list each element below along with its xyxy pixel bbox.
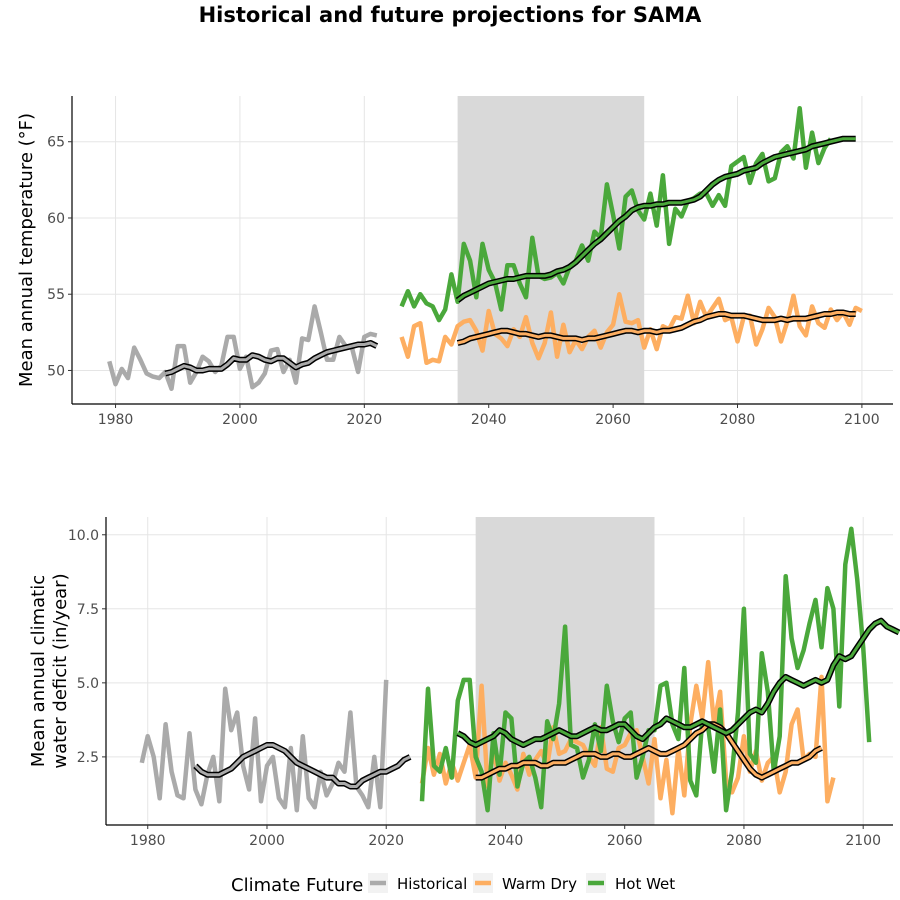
y-tick-label: 65 xyxy=(47,135,65,151)
x-tick-label: 2040 xyxy=(471,412,507,428)
y-tick-label: 10.0 xyxy=(68,528,99,544)
water-deficit-panel: 1980 2000 2020 2040 2060 2080 2100 2.5 5.0 7.5 10.… xyxy=(28,517,900,849)
x-tick-label: 2060 xyxy=(595,412,631,428)
x-tick-label: 2060 xyxy=(607,833,643,849)
y-axis-label-line: Mean annual climatic xyxy=(28,575,49,767)
smooth-line-historical xyxy=(194,743,411,788)
x-tick-label: 2000 xyxy=(249,833,285,849)
y-tick-label: 50 xyxy=(47,363,65,379)
x-tick-label: 2080 xyxy=(726,833,762,849)
smooth-line-historical xyxy=(164,341,378,375)
central-period-band xyxy=(457,96,645,404)
temperature-panel: 1980 2000 2020 2040 2060 2080 2100 50 55 60 65 Mean… xyxy=(16,96,893,428)
y-tick-label: 5.0 xyxy=(77,676,99,692)
page-title: Historical and future projections for SA… xyxy=(198,3,702,27)
y-tick-label: 55 xyxy=(47,287,65,303)
x-tick-label: 2020 xyxy=(368,833,404,849)
y-tick-label: 2.5 xyxy=(77,750,99,766)
x-tick-label: 2020 xyxy=(347,412,383,428)
smooth-line-hot-wet xyxy=(456,137,856,302)
x-tick-label: 2080 xyxy=(720,412,756,428)
x-tick-label: 1980 xyxy=(130,833,166,849)
smooth-line-warm-dry xyxy=(457,311,856,345)
smooth-line-warm-dry xyxy=(475,722,823,780)
x-tick-label: 2040 xyxy=(488,833,524,849)
legend-title: Climate Future xyxy=(231,875,363,896)
y-tick-label: 7.5 xyxy=(77,602,99,618)
legend-label: Hot Wet xyxy=(615,875,675,893)
series-line-hot-wet xyxy=(419,526,872,813)
series-line-hot-wet xyxy=(399,105,833,323)
y-axis-label: Mean annual climaticwater deficit (in/ye… xyxy=(28,573,71,768)
x-tick-label: 2000 xyxy=(222,412,258,428)
y-axis-label-line: water deficit (in/year) xyxy=(50,573,71,768)
series-line-historical xyxy=(139,679,389,813)
x-tick-label: 2100 xyxy=(845,833,881,849)
x-tick-label: 1980 xyxy=(98,412,134,428)
legend-label: Warm Dry xyxy=(502,875,577,893)
y-axis-label: Mean annual temperature (°F) xyxy=(16,113,37,387)
legend: Climate Future Historical Warm Dry Hot Wet xyxy=(231,873,675,896)
x-tick-label: 2100 xyxy=(844,412,880,428)
smooth-line-hot-wet xyxy=(457,619,900,747)
y-tick-label: 60 xyxy=(47,211,65,227)
legend-label: Historical xyxy=(397,875,467,893)
